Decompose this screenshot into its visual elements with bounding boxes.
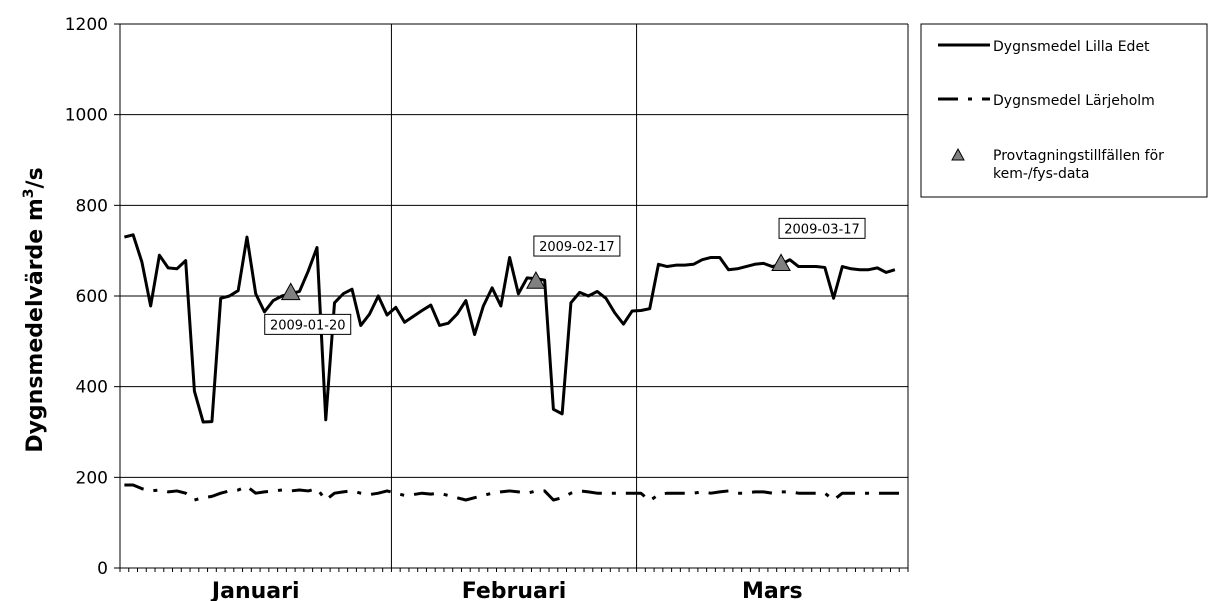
annotation-label: 2009-02-17	[539, 240, 615, 255]
legend-triangle-icon	[951, 147, 965, 161]
annotation-label: 2009-03-17	[784, 222, 860, 237]
legend-label-markers-line2: kem-/fys-data	[993, 166, 1089, 182]
y-tick-label: 200	[76, 468, 108, 488]
y-tick-label: 800	[76, 196, 108, 216]
markers: 2009-01-20 2009-02-17 2009-03-17	[264, 217, 866, 335]
annotation-box	[533, 235, 621, 257]
sample-marker	[526, 271, 546, 289]
y-tick-label: 0	[97, 559, 108, 579]
x-tick-label: Mars	[742, 579, 803, 601]
y-tick-label: 400	[76, 378, 108, 398]
sample-marker	[280, 282, 301, 301]
annotation-box	[778, 217, 866, 239]
series-line-0	[124, 233, 896, 424]
series	[124, 233, 904, 503]
legend-label-lilla-edet: Dygnsmedel Lilla Edet	[993, 39, 1150, 55]
x-tick-label: Januari	[210, 579, 300, 601]
y-axis-label: Dygnsmedelvärde m3/s	[21, 167, 48, 452]
legend-label-larjeholm: Dygnsmedel Lärjeholm	[993, 93, 1155, 109]
annotation-label: 2009-01-20	[270, 318, 346, 333]
grid	[120, 23, 908, 568]
legend: Dygnsmedel Lilla Edet Dygnsmedel Lärjeho…	[920, 23, 1208, 198]
legend-label-markers-line1: Provtagningstillfällen för	[993, 148, 1164, 164]
legend-box	[920, 23, 1208, 198]
y-tick-label: 1000	[65, 106, 108, 126]
x-tick-label: Februari	[462, 579, 567, 601]
series-line-1	[124, 483, 904, 503]
y-tick-label: 1200	[65, 15, 108, 35]
annotation-box	[264, 313, 352, 335]
axes: 0 200 400 600 800 1000 1200 Januari Februari Mars	[65, 15, 909, 601]
sample-marker	[771, 253, 791, 272]
y-tick-label: 600	[76, 287, 108, 307]
